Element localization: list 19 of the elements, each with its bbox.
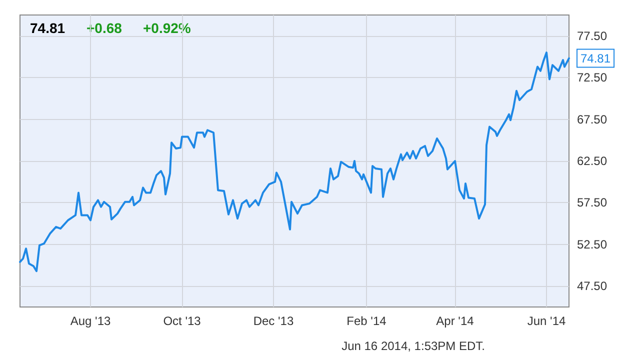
y-tick-label: 52.50 <box>577 237 608 252</box>
x-tick-label: Oct '13 <box>163 314 202 328</box>
y-tick-label: 47.50 <box>577 279 608 294</box>
text: Jun 16 2014, 1:53PM EDT. <box>342 339 485 353</box>
annotation: +0.68 <box>86 20 122 36</box>
x-tick-label: Aug '13 <box>70 314 111 328</box>
annotation: 74.81 <box>30 20 66 36</box>
y-tick-label: 77.50 <box>577 28 608 43</box>
annotation: +0.92% <box>143 20 192 36</box>
x-tick-label: Dec '13 <box>253 314 294 328</box>
x-tick-label: Apr '14 <box>436 314 474 328</box>
y-tick-label: 57.50 <box>577 196 608 210</box>
x-tick-label: Feb '14 <box>346 314 387 328</box>
x-tick-label: Jun '14 <box>527 314 566 328</box>
annotation: 74.81 <box>580 51 611 66</box>
y-tick-label: 67.50 <box>577 112 608 126</box>
line-series <box>19 52 570 272</box>
y-tick-label: 62.50 <box>577 154 608 168</box>
y-tick-label: 72.50 <box>577 70 608 85</box>
